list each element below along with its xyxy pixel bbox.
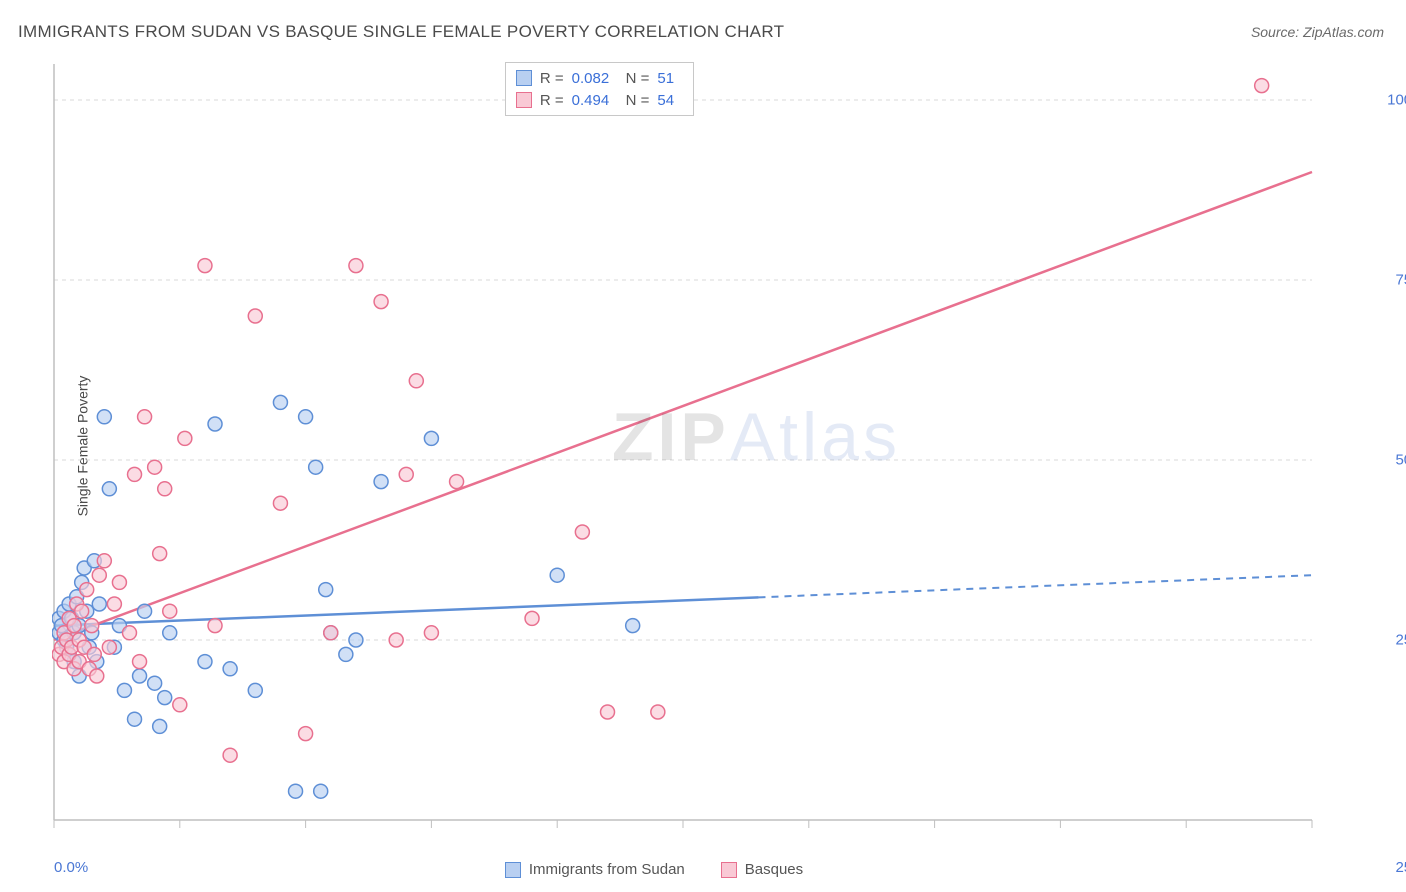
y-tick-label: 75.0% bbox=[1395, 272, 1406, 289]
legend-n-value: 51 bbox=[657, 70, 683, 87]
series-legend: Immigrants from Sudan Basques bbox=[505, 861, 827, 878]
legend-r-value: 0.494 bbox=[572, 92, 618, 109]
chart-plot-area: ZIPAtlas R =0.082N =51R =0.494N =54 Immi… bbox=[52, 58, 1382, 850]
y-tick-label: 25.0% bbox=[1395, 632, 1406, 649]
legend-n-label: N = bbox=[626, 92, 650, 109]
legend-r-label: R = bbox=[540, 70, 564, 87]
y-tick-label: 50.0% bbox=[1395, 452, 1406, 469]
chart-title: IMMIGRANTS FROM SUDAN VS BASQUE SINGLE F… bbox=[18, 22, 784, 42]
legend-swatch bbox=[516, 70, 532, 86]
legend-item: Basques bbox=[721, 861, 803, 878]
legend-item: Immigrants from Sudan bbox=[505, 861, 685, 878]
x-tick-label: 25.0% bbox=[1395, 859, 1406, 876]
correlation-legend: R = 0.082 N = 51 R = 0.494 N = 54 bbox=[505, 62, 695, 116]
legend-item-label: Immigrants from Sudan bbox=[529, 861, 685, 878]
legend-r-value: 0.082 bbox=[572, 70, 618, 87]
legend-item-label: Basques bbox=[745, 861, 803, 878]
y-tick-label: 100.0% bbox=[1387, 92, 1406, 109]
legend-swatch bbox=[516, 92, 532, 108]
legend-swatch bbox=[721, 862, 737, 878]
legend-r-label: R = bbox=[540, 92, 564, 109]
legend-n-value: 54 bbox=[657, 92, 683, 109]
legend-n-label: N = bbox=[626, 70, 650, 87]
legend-stat-row: R = 0.494 N = 54 bbox=[516, 89, 684, 111]
legend-stat-row: R = 0.082 N = 51 bbox=[516, 67, 684, 89]
x-tick-label: 0.0% bbox=[54, 859, 88, 876]
chart-svg bbox=[52, 58, 1382, 850]
source-label: Source: ZipAtlas.com bbox=[1251, 24, 1384, 40]
legend-swatch bbox=[505, 862, 521, 878]
